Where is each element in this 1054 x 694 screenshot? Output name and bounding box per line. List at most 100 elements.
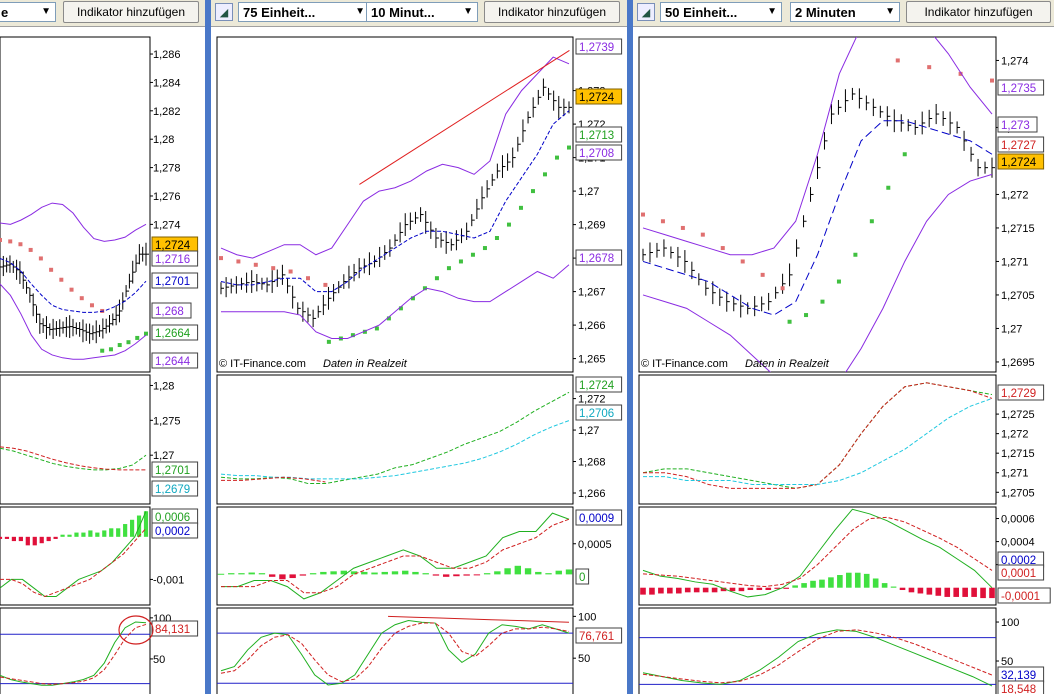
units-dropdown-middle[interactable]: 75 Einheit... ▼ <box>238 2 370 22</box>
value-label-box <box>575 509 623 526</box>
period-dropdown-left[interactable]: e ▼ <box>0 2 56 22</box>
interval-dropdown-right[interactable]: 2 Minuten ▼ <box>790 2 900 22</box>
add-indicator-button-middle[interactable]: Indikator hinzufügen <box>484 1 620 23</box>
y-tick-label: 100 <box>578 611 596 623</box>
y-tick-label: 1,2695 <box>1001 357 1035 369</box>
y-tick-label: 1,266 <box>578 320 606 332</box>
histogram-bar <box>268 574 276 577</box>
series-line-cyan <box>643 397 993 485</box>
y-tick-label: 1,265 <box>578 354 606 366</box>
plot-frame <box>0 36 151 373</box>
histogram-bar <box>658 587 664 594</box>
sar-dot-down <box>219 256 223 261</box>
value-label: 0,0002 <box>155 526 190 538</box>
histogram-bar <box>640 587 646 595</box>
series-line-slow <box>221 518 570 594</box>
histogram-bar <box>944 587 951 597</box>
histogram-bar <box>53 536 58 539</box>
histogram-bar <box>81 532 86 537</box>
panel-separator-right[interactable] <box>627 0 633 694</box>
y-tick-label: 1,275 <box>153 415 181 427</box>
add-indicator-button-left[interactable]: Indikator hinzufügen <box>63 1 199 23</box>
add-indicator-button-right[interactable]: Indikator hinzufügen <box>906 1 1051 23</box>
panel-separator-left[interactable] <box>205 0 211 694</box>
sar-dot-up <box>853 252 858 257</box>
series-line-fast <box>220 620 570 686</box>
value-label: 1,2644 <box>155 356 191 368</box>
value-label-box <box>151 522 199 539</box>
y-tick-label: 50 <box>153 654 165 666</box>
value-label: 32,139 <box>1001 670 1036 682</box>
value-label: 0,0006 <box>155 512 190 524</box>
y-tick-label: 1,27 <box>578 186 599 198</box>
series-line-slow <box>220 622 570 683</box>
watermark-source: © IT-Finance.com <box>641 358 728 370</box>
value-label: 1,2701 <box>155 465 190 477</box>
y-tick-label: 1,271 <box>1001 468 1029 480</box>
plot-area <box>639 629 996 687</box>
y-tick-label: 1,2705 <box>1001 290 1035 302</box>
sar-dot-down <box>271 266 276 271</box>
units-dropdown-middle-value: 75 Einheit... <box>243 5 316 20</box>
histogram-bar <box>299 574 307 576</box>
histogram-bar <box>361 571 368 575</box>
chart-panel-left-macd: -0,001 0,0006 0,0002 <box>0 506 199 606</box>
units-dropdown-right[interactable]: 50 Einheit... ▼ <box>660 2 782 22</box>
trendline <box>359 49 570 185</box>
sar-dot-up <box>386 316 391 321</box>
value-label-box <box>997 116 1038 133</box>
value-label: 1,2678 <box>579 253 614 265</box>
chart-panel-right-price: 1,274 1,273 1,272 1,2715 1,271 1,2705 1,27 1,26… <box>638 36 1045 373</box>
series-line-bollinger-upper <box>642 37 993 256</box>
histogram-bar <box>340 570 348 575</box>
chart-type-icon[interactable]: ◢ <box>637 3 655 21</box>
y-tick-label: 100 <box>1001 617 1019 629</box>
plot-area <box>220 391 570 485</box>
value-label-box <box>575 404 623 421</box>
histogram-bar <box>123 524 128 537</box>
plot-frame <box>0 374 151 505</box>
toolbar-middle: ◢ 75 Einheit... ▼ 10 Minut... ▼ Indikato… <box>211 0 627 27</box>
histogram-bar <box>801 583 807 588</box>
series-line-fast <box>642 508 993 598</box>
histogram-bar <box>535 571 542 575</box>
value-label: 0,0001 <box>1001 568 1036 580</box>
histogram-bar <box>25 536 30 546</box>
series-line-moving-average <box>220 110 570 293</box>
interval-dropdown-middle[interactable]: 10 Minut... ▼ <box>366 2 478 22</box>
value-label: 1,2713 <box>579 130 614 142</box>
y-tick-label: 1,27 <box>1001 323 1022 335</box>
y-tick-label: 1,27 <box>153 450 174 462</box>
value-label-box <box>575 38 623 55</box>
value-label: 76,761 <box>579 631 614 643</box>
sar-dot-up <box>362 329 367 334</box>
watermark-realtime: Daten in Realzeit <box>745 358 830 370</box>
y-tick-label: -0,001 <box>153 574 184 586</box>
histogram-bar <box>693 587 700 593</box>
histogram-bar <box>402 570 409 575</box>
y-tick-label: 1,282 <box>153 106 181 118</box>
y-tick-label: 0,0006 <box>1001 514 1035 526</box>
histogram-bar <box>545 573 552 575</box>
chart-type-icon[interactable]: ◢ <box>215 3 233 21</box>
value-label: 1,2664 <box>155 328 191 340</box>
plot-frame <box>638 374 997 505</box>
histogram-bar <box>702 587 709 593</box>
series-line-bollinger-lower <box>0 283 147 360</box>
histogram-bar <box>711 587 718 593</box>
plot-area <box>219 49 572 344</box>
series-line-slow <box>642 516 993 588</box>
y-tick-label: 1,28 <box>153 380 174 392</box>
histogram-bar <box>279 574 286 580</box>
sar-dot-down <box>720 246 725 251</box>
y-tick-label: 1,2725 <box>1001 409 1035 421</box>
sar-dot-up <box>374 326 379 331</box>
chart-panel-middle-macd: 0,0005 0,0009 0 <box>216 506 623 606</box>
sar-dot-up <box>126 340 131 345</box>
histogram-bar <box>504 568 511 575</box>
histogram-bar <box>109 528 114 537</box>
value-label-box <box>575 126 623 143</box>
series-line-cyan <box>220 420 570 480</box>
sar-dot-down <box>69 287 74 292</box>
